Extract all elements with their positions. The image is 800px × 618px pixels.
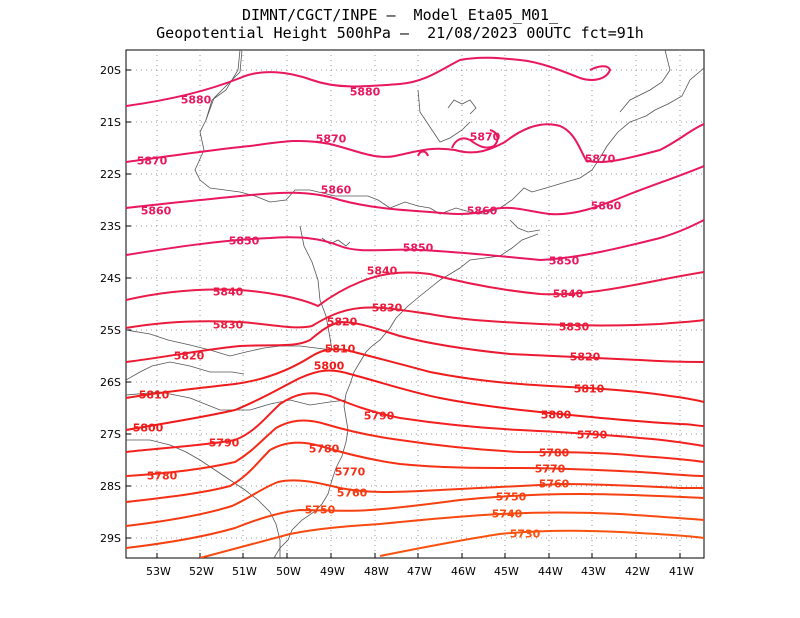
lat-label: 25S bbox=[100, 324, 121, 337]
lat-label: 21S bbox=[100, 116, 121, 129]
contour-5730 bbox=[379, 529, 704, 557]
contour-5830 bbox=[126, 306, 704, 329]
contour-label-5870: 5870 bbox=[137, 155, 168, 168]
lon-label: 51W bbox=[232, 565, 257, 578]
contour-5840 bbox=[126, 271, 704, 308]
contour-label-5830: 5830 bbox=[213, 319, 244, 332]
plot-frame bbox=[125, 49, 705, 559]
contour-label-5800: 5800 bbox=[541, 409, 572, 422]
contour-label-5830: 5830 bbox=[559, 321, 590, 334]
contour-label-5880: 5880 bbox=[350, 86, 381, 99]
lat-label: 24S bbox=[100, 272, 121, 285]
lon-label: 49W bbox=[320, 565, 345, 578]
lat-axis-labels: 20S 21S 22S 23S 24S 25S 26S 27S 28S 29S bbox=[100, 64, 121, 545]
lat-label: 23S bbox=[100, 220, 121, 233]
lat-label: 28S bbox=[100, 480, 121, 493]
lon-label: 44W bbox=[538, 565, 563, 578]
contour-label-5820: 5820 bbox=[327, 316, 358, 329]
lat-label: 26S bbox=[100, 376, 121, 389]
contour-label-5750: 5750 bbox=[305, 504, 336, 517]
contour-5750 bbox=[126, 492, 704, 549]
contour-5860 bbox=[126, 165, 704, 216]
lon-label: 52W bbox=[189, 565, 214, 578]
geopotential-contours bbox=[126, 56, 704, 558]
contour-label-5850: 5850 bbox=[549, 255, 580, 268]
contour-label-5800: 5800 bbox=[314, 360, 345, 373]
contour-5850 bbox=[126, 219, 704, 262]
contour-label-5730: 5730 bbox=[510, 528, 541, 541]
contour-5870 bbox=[126, 123, 704, 164]
contour-5810 bbox=[126, 348, 704, 403]
contour-label-5870: 5870 bbox=[470, 131, 501, 144]
contour-label-5860: 5860 bbox=[591, 200, 622, 213]
contour-label-5790: 5790 bbox=[364, 410, 395, 423]
contour-label-5790: 5790 bbox=[209, 437, 240, 450]
contour-label-5840: 5840 bbox=[213, 286, 244, 299]
axis-ticks bbox=[126, 69, 681, 558]
contour-label-5760: 5760 bbox=[539, 478, 570, 491]
contour-5870-closed bbox=[417, 150, 429, 157]
lat-label: 22S bbox=[100, 168, 121, 181]
lon-label: 43W bbox=[581, 565, 606, 578]
contour-5760 bbox=[126, 479, 704, 527]
lon-label: 41W bbox=[669, 565, 694, 578]
lon-label: 46W bbox=[451, 565, 476, 578]
contour-label-5810: 5810 bbox=[574, 383, 605, 396]
contour-5880 bbox=[126, 56, 612, 107]
contour-5740 bbox=[199, 511, 704, 558]
contour-5770 bbox=[126, 441, 704, 503]
contour-label-5810: 5810 bbox=[139, 389, 170, 402]
contour-5820 bbox=[126, 320, 704, 363]
contour-label-5850: 5850 bbox=[403, 242, 434, 255]
contour-label-5810: 5810 bbox=[325, 343, 356, 356]
contour-label-5860: 5860 bbox=[321, 184, 352, 197]
contour-label-5800: 5800 bbox=[133, 422, 164, 435]
contour-label-5820: 5820 bbox=[570, 351, 601, 364]
lat-label: 27S bbox=[100, 428, 121, 441]
contour-label-5780: 5780 bbox=[539, 447, 570, 460]
lon-axis-labels: 53W 52W 51W 50W 49W 48W 47W 46W 45W 44W … bbox=[146, 565, 694, 578]
lat-label: 29S bbox=[100, 532, 121, 545]
chart-title-line2: Geopotential Height 500hPa – 21/08/2023 … bbox=[156, 24, 644, 42]
contour-label-5840: 5840 bbox=[367, 265, 398, 278]
contour-label-5780: 5780 bbox=[309, 443, 340, 456]
contour-label-5770: 5770 bbox=[335, 466, 366, 479]
contour-label-5820: 5820 bbox=[174, 350, 205, 363]
contour-label-5840: 5840 bbox=[553, 288, 584, 301]
lon-label: 45W bbox=[494, 565, 519, 578]
lat-label: 20S bbox=[100, 64, 121, 77]
contour-5780 bbox=[126, 419, 704, 477]
contour-5870-closed bbox=[451, 129, 499, 149]
contour-label-5860: 5860 bbox=[467, 205, 498, 218]
contour-label-5760: 5760 bbox=[337, 487, 368, 500]
lon-label: 42W bbox=[625, 565, 650, 578]
contour-label-5830: 5830 bbox=[372, 302, 403, 315]
contour-label-5790: 5790 bbox=[577, 429, 608, 442]
contour-label-5740: 5740 bbox=[492, 508, 523, 521]
lon-label: 47W bbox=[407, 565, 432, 578]
contour-label-5870: 5870 bbox=[585, 153, 616, 166]
contour-label-5850: 5850 bbox=[229, 235, 260, 248]
contour-label-5750: 5750 bbox=[496, 491, 527, 504]
contour-label-5860: 5860 bbox=[141, 205, 172, 218]
chart-title-line1: DIMNT/CGCT/INPE – Model Eta05_M01_ bbox=[241, 6, 559, 24]
contour-5800 bbox=[126, 369, 704, 431]
contour-labels: 5880 5880 5870 5870 5870 5870 5860 5860 … bbox=[133, 86, 622, 541]
lon-label: 50W bbox=[276, 565, 301, 578]
contour-label-5780: 5780 bbox=[147, 470, 178, 483]
contour-label-5870: 5870 bbox=[316, 133, 347, 146]
contour-label-5770: 5770 bbox=[535, 463, 566, 476]
lon-label: 53W bbox=[146, 565, 171, 578]
lon-label: 48W bbox=[364, 565, 389, 578]
contour-5790 bbox=[126, 392, 704, 453]
contour-label-5880: 5880 bbox=[181, 94, 212, 107]
